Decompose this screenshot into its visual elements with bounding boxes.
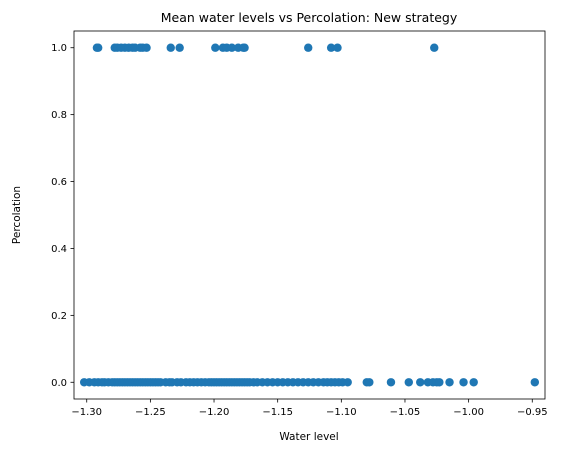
data-point-17 (227, 43, 237, 52)
x-tick-label: −1.20 (199, 407, 230, 418)
chart-title: Mean water levels vs Percolation: New st… (161, 10, 458, 25)
y-tick-label: 0.8 (51, 110, 67, 121)
data-point-109 (435, 378, 444, 387)
y-tick-label: 0.6 (51, 177, 67, 188)
data-point-105 (416, 378, 425, 387)
y-tick-label: 1.0 (51, 43, 67, 54)
data-point-20 (240, 43, 249, 52)
data-point-11 (142, 43, 151, 52)
data-point-23 (333, 43, 342, 52)
data-point-21 (304, 43, 313, 52)
x-tick-label: −1.15 (262, 407, 293, 418)
data-point-22 (326, 43, 336, 52)
data-point-12 (166, 43, 175, 52)
y-axis: 0.0 0.2 0.4 0.6 0.8 1.0 (51, 43, 74, 389)
x-tick-label: −1.00 (453, 407, 484, 418)
y-tick-label: 0.4 (51, 244, 67, 255)
data-point-24 (430, 43, 439, 52)
y-tick-label: 0.0 (51, 378, 67, 389)
data-point-113 (530, 378, 540, 387)
data-point-1 (93, 43, 103, 52)
data-point-110 (445, 378, 454, 387)
plot-frame (73, 30, 546, 400)
x-tick-label: −1.25 (135, 407, 166, 418)
y-tick-label: 0.2 (51, 311, 67, 322)
x-tick-label: −1.05 (390, 407, 421, 418)
x-axis: −1.30 −1.25 −1.20 −1.15 −1.10 −1.05 −1.00 −0.95 (71, 399, 548, 418)
data-point-103 (386, 378, 396, 387)
x-tick-label: −1.30 (71, 407, 102, 418)
data-point-104 (404, 378, 413, 387)
data-point-112 (469, 378, 478, 387)
x-tick-label: −1.10 (326, 407, 357, 418)
y-axis-label: Percolation (11, 186, 23, 244)
data-point-13 (175, 43, 184, 52)
x-tick-label: −0.95 (517, 407, 548, 418)
data-point-102 (365, 378, 374, 387)
points-layer (79, 43, 540, 387)
x-axis-label: Water level (279, 431, 338, 443)
data-point-100 (343, 378, 352, 387)
data-point-111 (459, 378, 468, 387)
data-point-14 (211, 43, 220, 52)
